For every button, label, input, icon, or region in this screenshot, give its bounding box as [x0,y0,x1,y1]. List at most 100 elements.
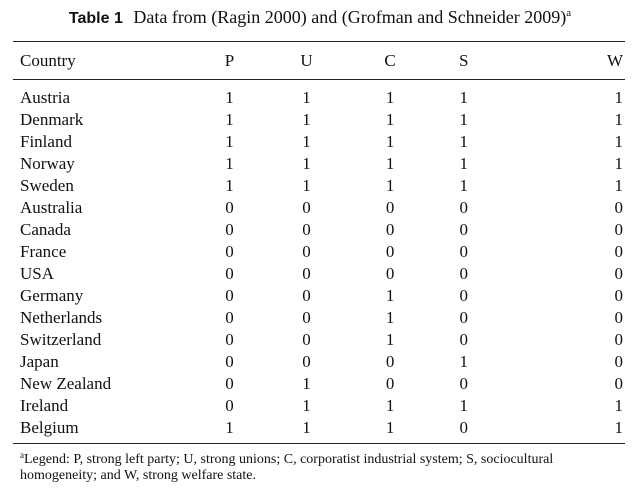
value-cell-p: 0 [225,330,234,349]
value-cell-w: 1 [614,154,624,173]
country-cell: New Zealand [20,374,112,393]
column-header-u: U [300,50,313,70]
value-cell-p: 0 [225,308,234,327]
table-row: Sweden 1 1 1 1 1 [13,175,625,197]
value-cell-s: 0 [459,308,468,327]
table-caption: Table 1 Data from (Ragin 2000) and (Grof… [0,7,640,28]
value-cell-w: 1 [614,418,624,437]
value-cell-w: 1 [614,176,624,195]
value-cell-c: 1 [385,330,395,349]
value-cell-c: 0 [385,220,395,239]
value-cell-c: 1 [385,396,395,415]
column-header-c: C [384,50,396,70]
value-cell-c: 1 [385,418,395,437]
table-row: Austria 1 1 1 1 1 [13,79,625,109]
country-cell: Denmark [20,110,84,129]
value-cell-p: 1 [225,154,234,173]
caption-footnote-mark: a [566,7,572,19]
value-cell-w: 0 [614,198,624,217]
value-cell-c: 1 [385,308,395,327]
column-header-p: P [224,50,235,70]
table-row: Australia 0 0 0 0 0 [13,197,625,219]
table-row: Norway 1 1 1 1 1 [13,153,625,175]
value-cell-p: 0 [225,242,234,261]
value-cell-u: 0 [302,198,311,217]
value-cell-c: 1 [385,176,395,195]
value-cell-p: 0 [225,198,234,217]
value-cell-p: 0 [225,220,234,239]
value-cell-p: 1 [225,110,234,129]
value-cell-p: 1 [225,418,234,437]
value-cell-p: 0 [225,352,234,371]
table-header-row: Country P U C S W [13,42,625,79]
value-cell-c: 1 [385,110,395,129]
country-cell: Sweden [20,176,74,195]
value-cell-w: 0 [614,330,624,349]
table-label: Table 1 [68,10,123,27]
table-body: Austria 1 1 1 1 1 Denmark 1 1 1 1 1 Finland 1 1 1 1 1 Norw… [13,79,625,439]
value-cell-w: 0 [614,374,624,393]
value-cell-s: 0 [459,330,468,349]
value-cell-w: 0 [614,242,624,261]
value-cell-w: 1 [614,88,624,107]
country-cell: Japan [20,352,59,371]
value-cell-u: 1 [302,88,311,107]
value-cell-s: 0 [459,242,468,261]
column-header-country: Country [20,50,76,70]
country-cell: Netherlands [20,308,103,327]
value-cell-w: 0 [614,286,624,305]
value-cell-p: 1 [225,176,234,195]
value-cell-w: 1 [614,132,624,151]
table-row: Netherlands 0 0 1 0 0 [13,307,625,329]
table-row: Denmark 1 1 1 1 1 [13,109,625,131]
value-cell-p: 0 [225,264,234,283]
country-cell: Switzerland [20,330,102,349]
value-cell-w: 0 [614,220,624,239]
value-cell-u: 1 [302,374,311,393]
value-cell-u: 1 [302,176,311,195]
table-top-rule [13,41,625,42]
value-cell-w: 0 [614,308,624,327]
table-row: Canada 0 0 0 0 0 [13,219,625,241]
value-cell-c: 1 [385,286,395,305]
value-cell-w: 0 [614,352,624,371]
table-header-rule [13,79,625,80]
value-cell-p: 0 [225,396,234,415]
value-cell-s: 0 [459,198,468,217]
value-cell-u: 1 [302,154,311,173]
country-cell: France [20,242,67,261]
value-cell-u: 0 [302,330,311,349]
table-caption-text: Data from (Ragin 2000) and (Grofman and … [133,7,567,27]
table-row: Switzerland 0 0 1 0 0 [13,329,625,351]
value-cell-c: 1 [385,88,395,107]
value-cell-u: 1 [302,132,311,151]
country-cell: Germany [20,286,84,305]
table-row: Ireland 0 1 1 1 1 [13,395,625,417]
country-cell: Austria [20,88,71,107]
value-cell-u: 0 [302,352,311,371]
value-cell-c: 0 [385,198,395,217]
value-cell-c: 1 [385,132,395,151]
value-cell-u: 0 [302,242,311,261]
footnote-text: Legend: P, strong left party; U, strong … [20,452,554,483]
value-cell-c: 0 [385,352,395,371]
value-cell-c: 0 [385,264,395,283]
value-cell-s: 1 [459,88,468,107]
value-cell-p: 1 [225,132,234,151]
country-cell: Ireland [20,396,69,415]
value-cell-w: 0 [614,264,624,283]
value-cell-s: 1 [459,396,468,415]
country-cell: Belgium [20,418,79,437]
country-cell: Finland [20,132,72,151]
column-header-w: W [606,50,623,70]
country-cell: Australia [20,198,83,217]
value-cell-p: 1 [225,88,234,107]
column-header-s: S [458,50,469,70]
country-cell: Norway [20,154,75,173]
footnote-mark: a [20,450,24,460]
data-table: Country P U C S W Austria 1 1 1 1 1 Denmark 1 1 1… [13,42,625,439]
value-cell-s: 0 [459,286,468,305]
table-row: Finland 1 1 1 1 1 [13,131,625,153]
value-cell-w: 1 [614,396,624,415]
value-cell-u: 1 [302,110,311,129]
